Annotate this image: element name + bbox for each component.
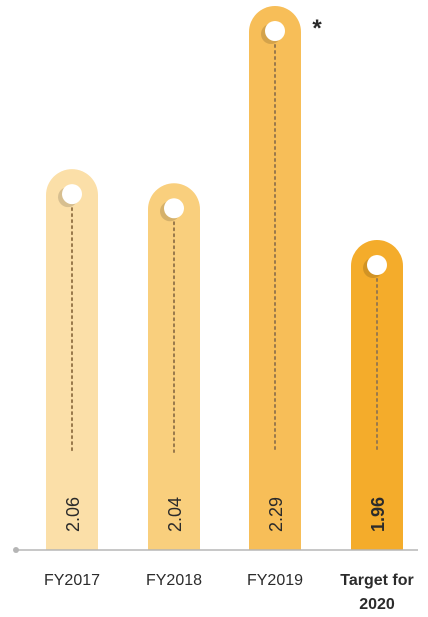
category-label-target-for-2020-line2: 2020: [359, 596, 395, 613]
marker-dot-target-for-2020: [367, 255, 387, 275]
marker-dot-fy2018: [164, 198, 184, 219]
bar-group-fy2017: 2.06: [46, 169, 98, 550]
value-label-fy2019: 2.29: [266, 497, 286, 532]
category-label-fy2019: FY2019: [247, 572, 303, 589]
x-axis-origin-dot: [13, 547, 19, 553]
category-label-target-for-2020-line1: Target for: [340, 572, 413, 589]
annotation-asterisk: *: [312, 15, 322, 42]
value-label-fy2018: 2.04: [165, 497, 185, 532]
category-label-fy2017: FY2017: [44, 572, 100, 589]
bar-group-target-for-2020: 1.96: [351, 240, 403, 550]
value-label-fy2017: 2.06: [63, 497, 83, 532]
marker-dot-fy2017: [62, 184, 82, 205]
bar-group-fy2018: 2.04: [148, 183, 200, 550]
bar-group-fy2019: 2.29: [249, 6, 301, 550]
bars-layer: 2.06 2.04 2.29 1.96: [46, 6, 403, 550]
value-label-target-for-2020: 1.96: [368, 497, 388, 532]
x-axis: [13, 547, 418, 553]
category-labels: FY2017 FY2018 FY2019 Target for 2020: [44, 572, 414, 613]
marker-dot-fy2019: [265, 21, 285, 41]
category-label-fy2018: FY2018: [146, 572, 202, 589]
